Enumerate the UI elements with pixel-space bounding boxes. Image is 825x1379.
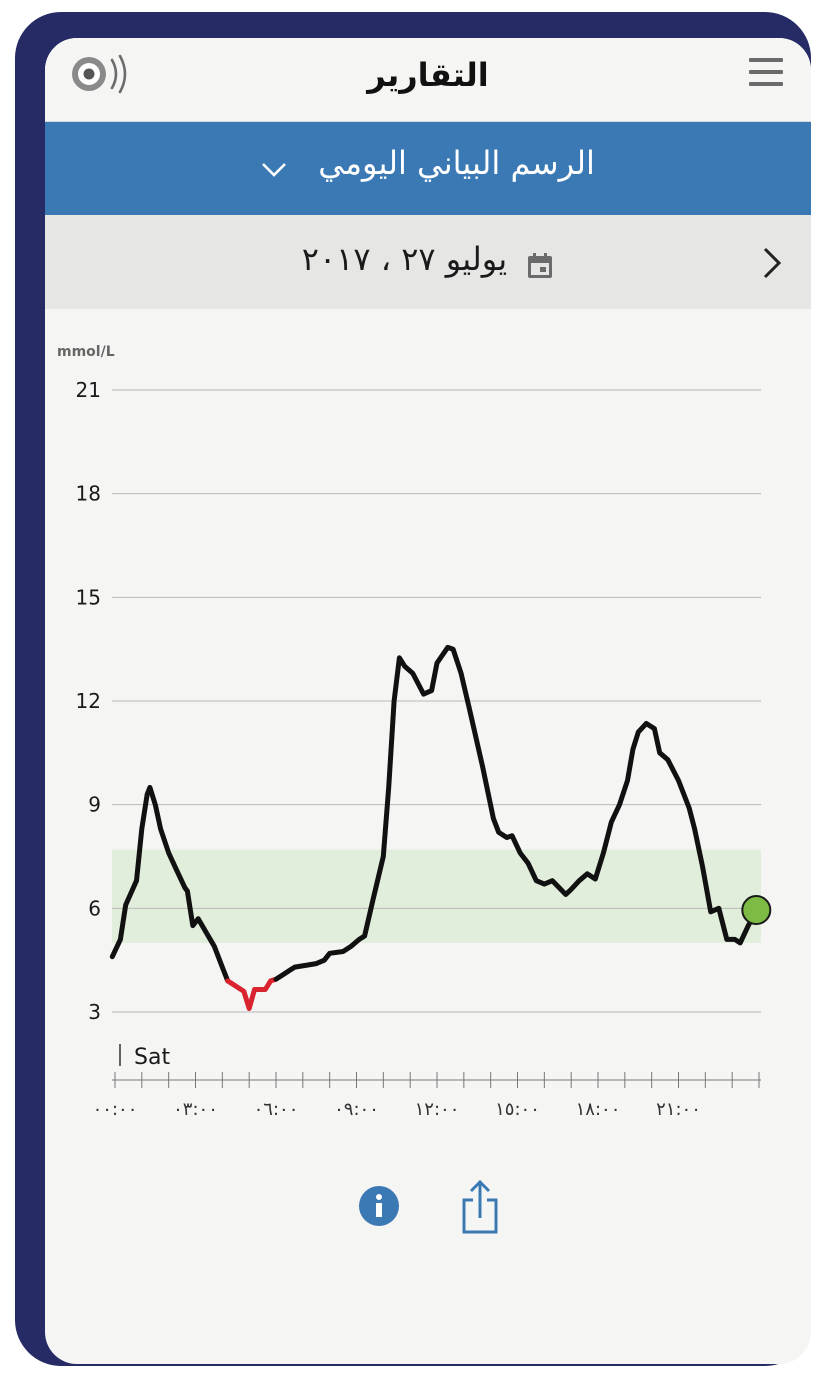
- device-frame: التقارير الرسم البياني اليومي يوليو ٢٧ ،…: [15, 12, 811, 1366]
- app-header: التقارير: [45, 38, 811, 122]
- x-tick-label: ٠٦:٠٠: [254, 1099, 299, 1120]
- chevron-right-icon[interactable]: [757, 243, 787, 283]
- y-tick-label: 21: [76, 378, 101, 402]
- x-tick-label: ١٥:٠٠: [495, 1099, 540, 1120]
- y-tick-label: 3: [88, 1000, 101, 1024]
- y-tick-label: 6: [88, 896, 101, 920]
- day-label: Sat: [134, 1045, 170, 1070]
- target-range-band: [112, 849, 761, 943]
- y-tick-label: 18: [76, 482, 101, 506]
- share-icon[interactable]: [460, 1178, 500, 1234]
- daily-glucose-chart: mmol/L 3 6 9 12 15 18 21 Sat ٠٠:٠٠ ٠٣:٠٠ ٠٦:٠٠ ٠٩:٠٠…: [57, 344, 772, 1120]
- chevron-down-icon: [261, 156, 287, 184]
- report-type-label: الرسم البياني اليومي: [318, 144, 595, 182]
- current-reading-point: [741, 895, 772, 926]
- calendar-icon[interactable]: [526, 252, 554, 280]
- page-title: التقارير: [367, 56, 489, 94]
- y-tick-label: 9: [88, 793, 101, 817]
- x-tick-label: ٢١:٠٠: [656, 1099, 701, 1120]
- hamburger-menu-icon[interactable]: [749, 58, 783, 86]
- y-tick-label: 12: [76, 689, 101, 713]
- glucose-line: [273, 644, 759, 982]
- sensor-signal-icon[interactable]: [67, 52, 131, 96]
- y-tick-label: 15: [76, 585, 101, 609]
- app-screen: التقارير الرسم البياني اليومي يوليو ٢٧ ،…: [45, 38, 811, 1364]
- low-glucose-line: [225, 976, 279, 1011]
- x-tick-label: ١٢:٠٠: [415, 1099, 460, 1120]
- x-tick-label: ٠٩:٠٠: [334, 1099, 379, 1120]
- x-tick-label: ٠٣:٠٠: [173, 1099, 218, 1120]
- x-tick-label: ٠٠:٠٠: [93, 1099, 138, 1120]
- x-tick-label: ١٨:٠٠: [576, 1099, 621, 1120]
- date-label: يوليو ٢٧ ، ٢٠١٧: [301, 240, 508, 278]
- y-unit-label: mmol/L: [57, 344, 115, 360]
- info-icon[interactable]: [358, 1185, 400, 1227]
- date-navigation-bar: يوليو ٢٧ ، ٢٠١٧: [45, 215, 811, 309]
- glucose-line: [109, 784, 231, 984]
- report-type-dropdown[interactable]: الرسم البياني اليومي: [45, 122, 811, 215]
